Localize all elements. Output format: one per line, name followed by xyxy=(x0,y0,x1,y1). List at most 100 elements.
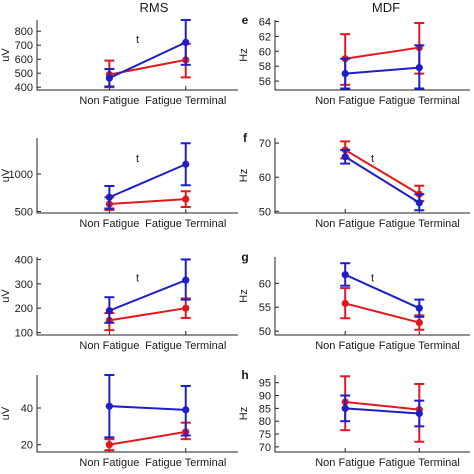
data-point xyxy=(182,406,190,414)
y-tick-label: 200 xyxy=(15,303,33,315)
series-red xyxy=(104,421,191,452)
y-axis-label: uV xyxy=(0,289,12,303)
data-point xyxy=(182,160,190,168)
series-blue xyxy=(340,44,425,90)
data-point xyxy=(341,153,349,161)
series-blue xyxy=(340,148,425,212)
data-point xyxy=(182,38,190,47)
series-line xyxy=(344,302,420,324)
panel-mdf-f: 50 60 70 Non Fatigue Fatigue Terminal Hz f t xyxy=(238,131,470,230)
panel-rms-4: 20 40 Non Fatigue Fatigue Terminal uV xyxy=(0,374,238,469)
series-line xyxy=(108,41,187,80)
y-tick-label: 80 xyxy=(259,416,271,428)
x-tick-label: Fatigue Terminal xyxy=(379,340,460,352)
axis-frame xyxy=(274,257,470,336)
data-point xyxy=(415,318,423,327)
panel-letter: h xyxy=(241,368,248,382)
panel-letter: e xyxy=(242,13,249,27)
y-tick-label: 400 xyxy=(15,254,33,266)
y-tick-label: 100 xyxy=(15,328,33,340)
data-point xyxy=(182,195,190,203)
y-tick-label: 500 xyxy=(15,207,33,219)
series-line xyxy=(109,405,186,411)
data-point xyxy=(341,70,349,78)
y-tick-label: 64 xyxy=(259,16,271,28)
x-tick-label: Non Fatigue xyxy=(79,457,139,469)
x-tick-label: Non Fatigue xyxy=(315,95,375,107)
panel-letter: f xyxy=(243,131,248,145)
series-line xyxy=(109,198,186,205)
panels: 400 500 600 700 800 Non Fatigue Fatigue Termin… xyxy=(0,13,470,469)
x-tick-label: Non Fatigue xyxy=(315,340,375,352)
series-line xyxy=(108,163,187,199)
x-tick-label: Fatigue Terminal xyxy=(145,95,226,107)
x-tick-label: Fatigue Terminal xyxy=(145,457,226,469)
y-tick-label: 58 xyxy=(259,61,271,73)
series-blue xyxy=(104,258,191,324)
y-tick-label: 20 xyxy=(21,440,33,452)
y-tick-label: 95 xyxy=(259,378,271,390)
series-red xyxy=(340,140,425,203)
data-point xyxy=(105,307,113,315)
significance-annotation: t xyxy=(136,153,139,165)
y-tick-label: 75 xyxy=(259,429,271,441)
y-tick-label: 62 xyxy=(259,31,271,43)
axis-frame xyxy=(36,375,238,453)
y-tick-label: 56 xyxy=(259,76,271,88)
x-tick-label: Non Fatigue xyxy=(79,218,139,230)
data-point xyxy=(105,193,113,201)
x-tick-label: Non Fatigue xyxy=(79,95,139,107)
series-line xyxy=(108,279,187,312)
series-line xyxy=(345,407,420,415)
data-point xyxy=(415,409,423,418)
significance-annotation: t xyxy=(136,34,139,46)
series-line xyxy=(345,46,420,60)
panel-letter: g xyxy=(241,250,248,264)
y-tick-label: 50 xyxy=(259,326,271,338)
data-point xyxy=(105,441,113,449)
y-axis-label: uV xyxy=(0,168,12,182)
series-blue xyxy=(340,394,425,428)
x-tick-label: Fatigue Terminal xyxy=(145,340,226,352)
rms-column-header: RMS xyxy=(140,0,169,15)
y-axis-label: Hz xyxy=(238,48,250,61)
y-tick-label: 60 xyxy=(259,172,271,184)
data-point xyxy=(415,304,423,312)
x-tick-label: Fatigue Terminal xyxy=(379,457,460,469)
series-line xyxy=(109,307,186,322)
series-blue xyxy=(104,374,191,439)
significance-annotation: t xyxy=(136,273,139,285)
y-axis-label: Hz xyxy=(238,289,250,302)
y-axis-label: uV xyxy=(0,406,12,420)
data-point xyxy=(415,64,423,72)
y-tick-label: 800 xyxy=(15,26,33,38)
y-axis-label: Hz xyxy=(238,169,250,182)
series-line xyxy=(345,400,420,411)
axis-frame xyxy=(274,20,470,91)
series-blue xyxy=(340,262,425,318)
axis-frame xyxy=(36,138,238,214)
x-tick-label: Non Fatigue xyxy=(79,340,139,352)
mdf-column-header: MDF xyxy=(372,0,400,15)
panel-rms-1: 400 500 600 700 800 Non Fatigue Fatigue Termin… xyxy=(0,19,238,107)
axis-frame xyxy=(36,257,238,336)
y-tick-label: 70 xyxy=(259,442,271,454)
panel-mdf-e: 56 58 60 62 64 Non Fatigue Fatigue Terminal Hz e xyxy=(238,13,470,107)
data-point xyxy=(341,271,349,279)
data-point xyxy=(341,404,349,412)
series-line xyxy=(345,66,420,75)
y-tick-label: 40 xyxy=(21,403,33,415)
y-tick-label: 60 xyxy=(259,278,271,290)
panel-rms-2: 500 1000 Non Fatigue Fatigue Terminal uV t xyxy=(0,138,238,230)
series-red xyxy=(340,287,425,331)
data-point xyxy=(182,276,190,284)
series-line xyxy=(109,430,186,446)
data-point xyxy=(105,402,113,410)
y-tick-label: 55 xyxy=(259,302,271,314)
y-tick-label: 600 xyxy=(15,54,33,66)
y-tick-label: 90 xyxy=(259,391,271,403)
y-tick-label: 85 xyxy=(259,403,271,415)
series-red xyxy=(340,21,425,86)
